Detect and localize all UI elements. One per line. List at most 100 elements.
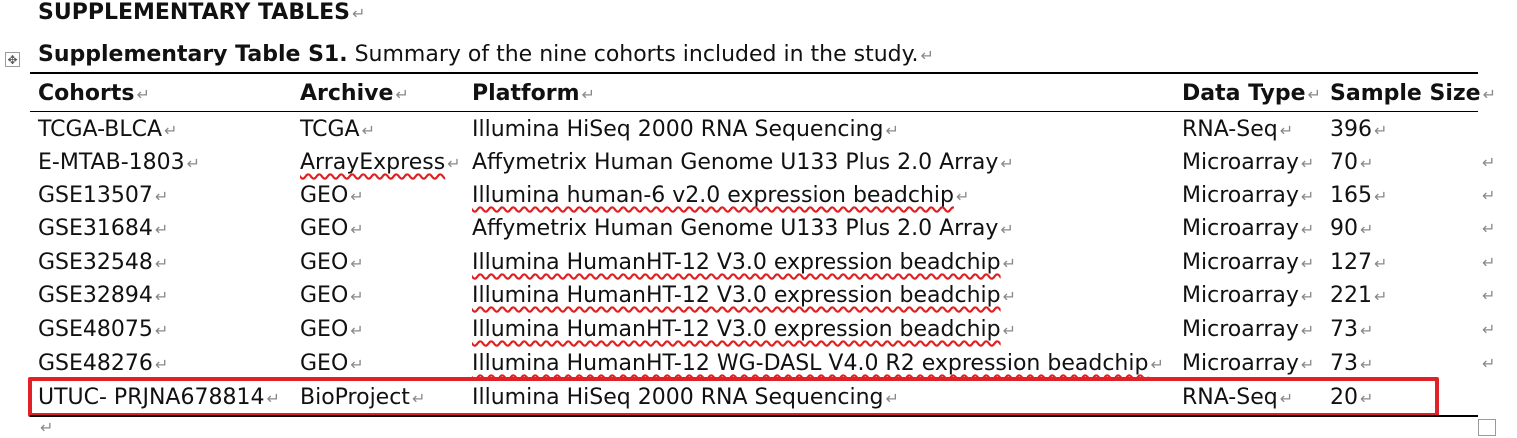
- cell-end-mark: ↵: [350, 254, 364, 273]
- cell-end-mark: ↵: [1002, 254, 1017, 273]
- row-end-mark: ↵: [1482, 320, 1496, 339]
- table-resize-handle-icon[interactable]: [1478, 419, 1496, 436]
- cell-end-mark: ↵: [154, 321, 169, 340]
- cell-end-mark: ↵: [350, 287, 364, 306]
- cell-end-mark: ↵: [885, 121, 899, 140]
- cell-type: RNA-Seq ↵: [1182, 117, 1294, 142]
- cell-platform: Illumina HumanHT-12 WG-DASL V4.0 R2 expr…: [472, 351, 1164, 376]
- cell-platform: Illumina HiSeq 2000 RNA Sequencing ↵: [472, 117, 899, 142]
- cell-end-mark: ↵: [956, 187, 970, 206]
- cell-cohort: E-MTAB-1803 ↵: [38, 150, 201, 175]
- header-cohorts: Cohorts ↵: [38, 81, 150, 106]
- caption-text: Summary of the nine cohorts included in …: [347, 42, 919, 67]
- cell-platform: Illumina HumanHT-12 V3.0 expression bead…: [472, 317, 1017, 342]
- row-end-mark: ↵: [1482, 219, 1496, 238]
- cell-cohort: GSE48276 ↵: [38, 351, 169, 376]
- cell-end-mark: ↵: [1360, 321, 1374, 340]
- section-heading: SUPPLEMENTARY TABLES ↵: [38, 0, 366, 25]
- cell-end-mark: ↵: [411, 389, 426, 408]
- cell-size: 70 ↵: [1330, 150, 1374, 175]
- cell-archive: GEO ↵: [300, 183, 364, 208]
- cell-platform: Affymetrix Human Genome U133 Plus 2.0 Ar…: [472, 216, 1014, 241]
- cell-type: Microarray ↵: [1182, 216, 1315, 241]
- cell-end-mark: ↵: [350, 220, 364, 239]
- cell-cohort: GSE32548 ↵: [38, 250, 169, 275]
- cell-end-mark: ↵: [1279, 389, 1294, 408]
- table-bottom-rule: [30, 415, 1478, 417]
- cell-cohort: UTUC- PRJNA678814 ↵: [38, 385, 280, 410]
- row-end-mark: ↵: [1482, 186, 1496, 205]
- cell-end-mark: ↵: [1360, 154, 1374, 173]
- cell-size: 396 ↵: [1330, 117, 1388, 142]
- cell-end-mark: ↵: [154, 287, 169, 306]
- cell-end-mark: ↵: [1150, 355, 1164, 374]
- cell-size: 165 ↵: [1330, 183, 1388, 208]
- header-sample-size: Sample Size ↵: [1330, 81, 1497, 106]
- cell-end-mark: ↵: [1360, 355, 1374, 374]
- cell-end-mark: ↵: [154, 254, 169, 273]
- cell-archive: TCGA ↵: [300, 117, 376, 142]
- cell-end-mark: ↵: [154, 220, 169, 239]
- cell-end-mark: ↵: [350, 321, 364, 340]
- cell-end-mark: ↵: [350, 355, 364, 374]
- cell-cohort: GSE48075 ↵: [38, 317, 169, 342]
- cell-archive: BioProject ↵: [300, 385, 426, 410]
- cell-platform: Illumina HiSeq 2000 RNA Sequencing ↵: [472, 385, 899, 410]
- cell-end-mark: ↵: [1300, 154, 1315, 173]
- cell-end-mark: ↵: [1300, 187, 1315, 206]
- caption-label: Supplementary Table S1.: [38, 42, 348, 67]
- row-end-mark: ↵: [1482, 354, 1496, 373]
- cell-end-mark: ↵: [1279, 121, 1294, 140]
- cell-cohort: GSE31684 ↵: [38, 216, 169, 241]
- row-end-mark: ↵: [1482, 253, 1496, 272]
- header-archive: Archive ↵: [300, 81, 409, 106]
- table-header-rule: [30, 111, 1478, 112]
- cell-end-mark: ↵: [1374, 287, 1388, 306]
- header-platform: Platform ↵: [472, 81, 595, 106]
- cell-end-mark: ↵: [361, 121, 376, 140]
- cell-end-mark: ↵: [1002, 321, 1017, 340]
- cell-size: 73 ↵: [1330, 351, 1374, 376]
- cell-end-mark: ↵: [1000, 220, 1014, 239]
- paragraph-mark: ↵: [351, 4, 366, 23]
- cell-type: Microarray ↵: [1182, 183, 1315, 208]
- cell-size: 221 ↵: [1330, 283, 1388, 308]
- cell-archive: GEO ↵: [300, 283, 364, 308]
- cell-archive: GEO ↵: [300, 250, 364, 275]
- table-move-handle-icon[interactable]: ✥: [5, 52, 20, 67]
- cell-archive: GEO ↵: [300, 351, 364, 376]
- cell-type: Microarray ↵: [1182, 250, 1315, 275]
- cell-size: 20 ↵: [1330, 385, 1374, 410]
- cell-end-mark: ↵: [1000, 154, 1014, 173]
- cell-end-mark: ↵: [885, 389, 899, 408]
- cell-archive: GEO ↵: [300, 317, 364, 342]
- cell-platform: Illumina HumanHT-12 V3.0 expression bead…: [472, 250, 1017, 275]
- cell-end-mark: ↵: [1374, 121, 1388, 140]
- cell-platform: Illumina human-6 v2.0 expression beadchi…: [472, 183, 970, 208]
- highlight-box: [28, 377, 1439, 417]
- cell-cohort: GSE13507 ↵: [38, 183, 169, 208]
- header-data-type: Data Type ↵: [1182, 81, 1321, 106]
- cell-end-mark: ↵: [1002, 287, 1017, 306]
- cell-end-mark: ↵: [447, 154, 461, 173]
- cell-archive: ArrayExpress ↵: [300, 150, 461, 175]
- cell-end-mark: ↵: [1360, 389, 1374, 408]
- cell-platform: Affymetrix Human Genome U133 Plus 2.0 Ar…: [472, 150, 1014, 175]
- cell-end-mark: ↵: [1360, 220, 1374, 239]
- cell-archive: GEO ↵: [300, 216, 364, 241]
- paragraph-mark: ↵: [920, 46, 934, 65]
- cell-end-mark: ↵: [1300, 254, 1315, 273]
- cell-platform: Illumina HumanHT-12 V3.0 expression bead…: [472, 283, 1017, 308]
- table-caption: Supplementary Table S1. Summary of the n…: [38, 40, 934, 71]
- cell-size: 90 ↵: [1330, 216, 1374, 241]
- cell-end-mark: ↵: [154, 187, 169, 206]
- table-top-rule: [30, 72, 1478, 74]
- cell-end-mark: ↵: [1300, 355, 1315, 374]
- cell-size: 73 ↵: [1330, 317, 1374, 342]
- cell-end-mark: ↵: [266, 389, 280, 408]
- cell-end-mark: ↵: [1300, 287, 1315, 306]
- cell-end-mark: ↵: [350, 187, 364, 206]
- paragraph-mark: ↵: [40, 418, 54, 437]
- row-end-mark: ↵: [1482, 286, 1496, 305]
- row-end-mark: ↵: [1482, 153, 1496, 172]
